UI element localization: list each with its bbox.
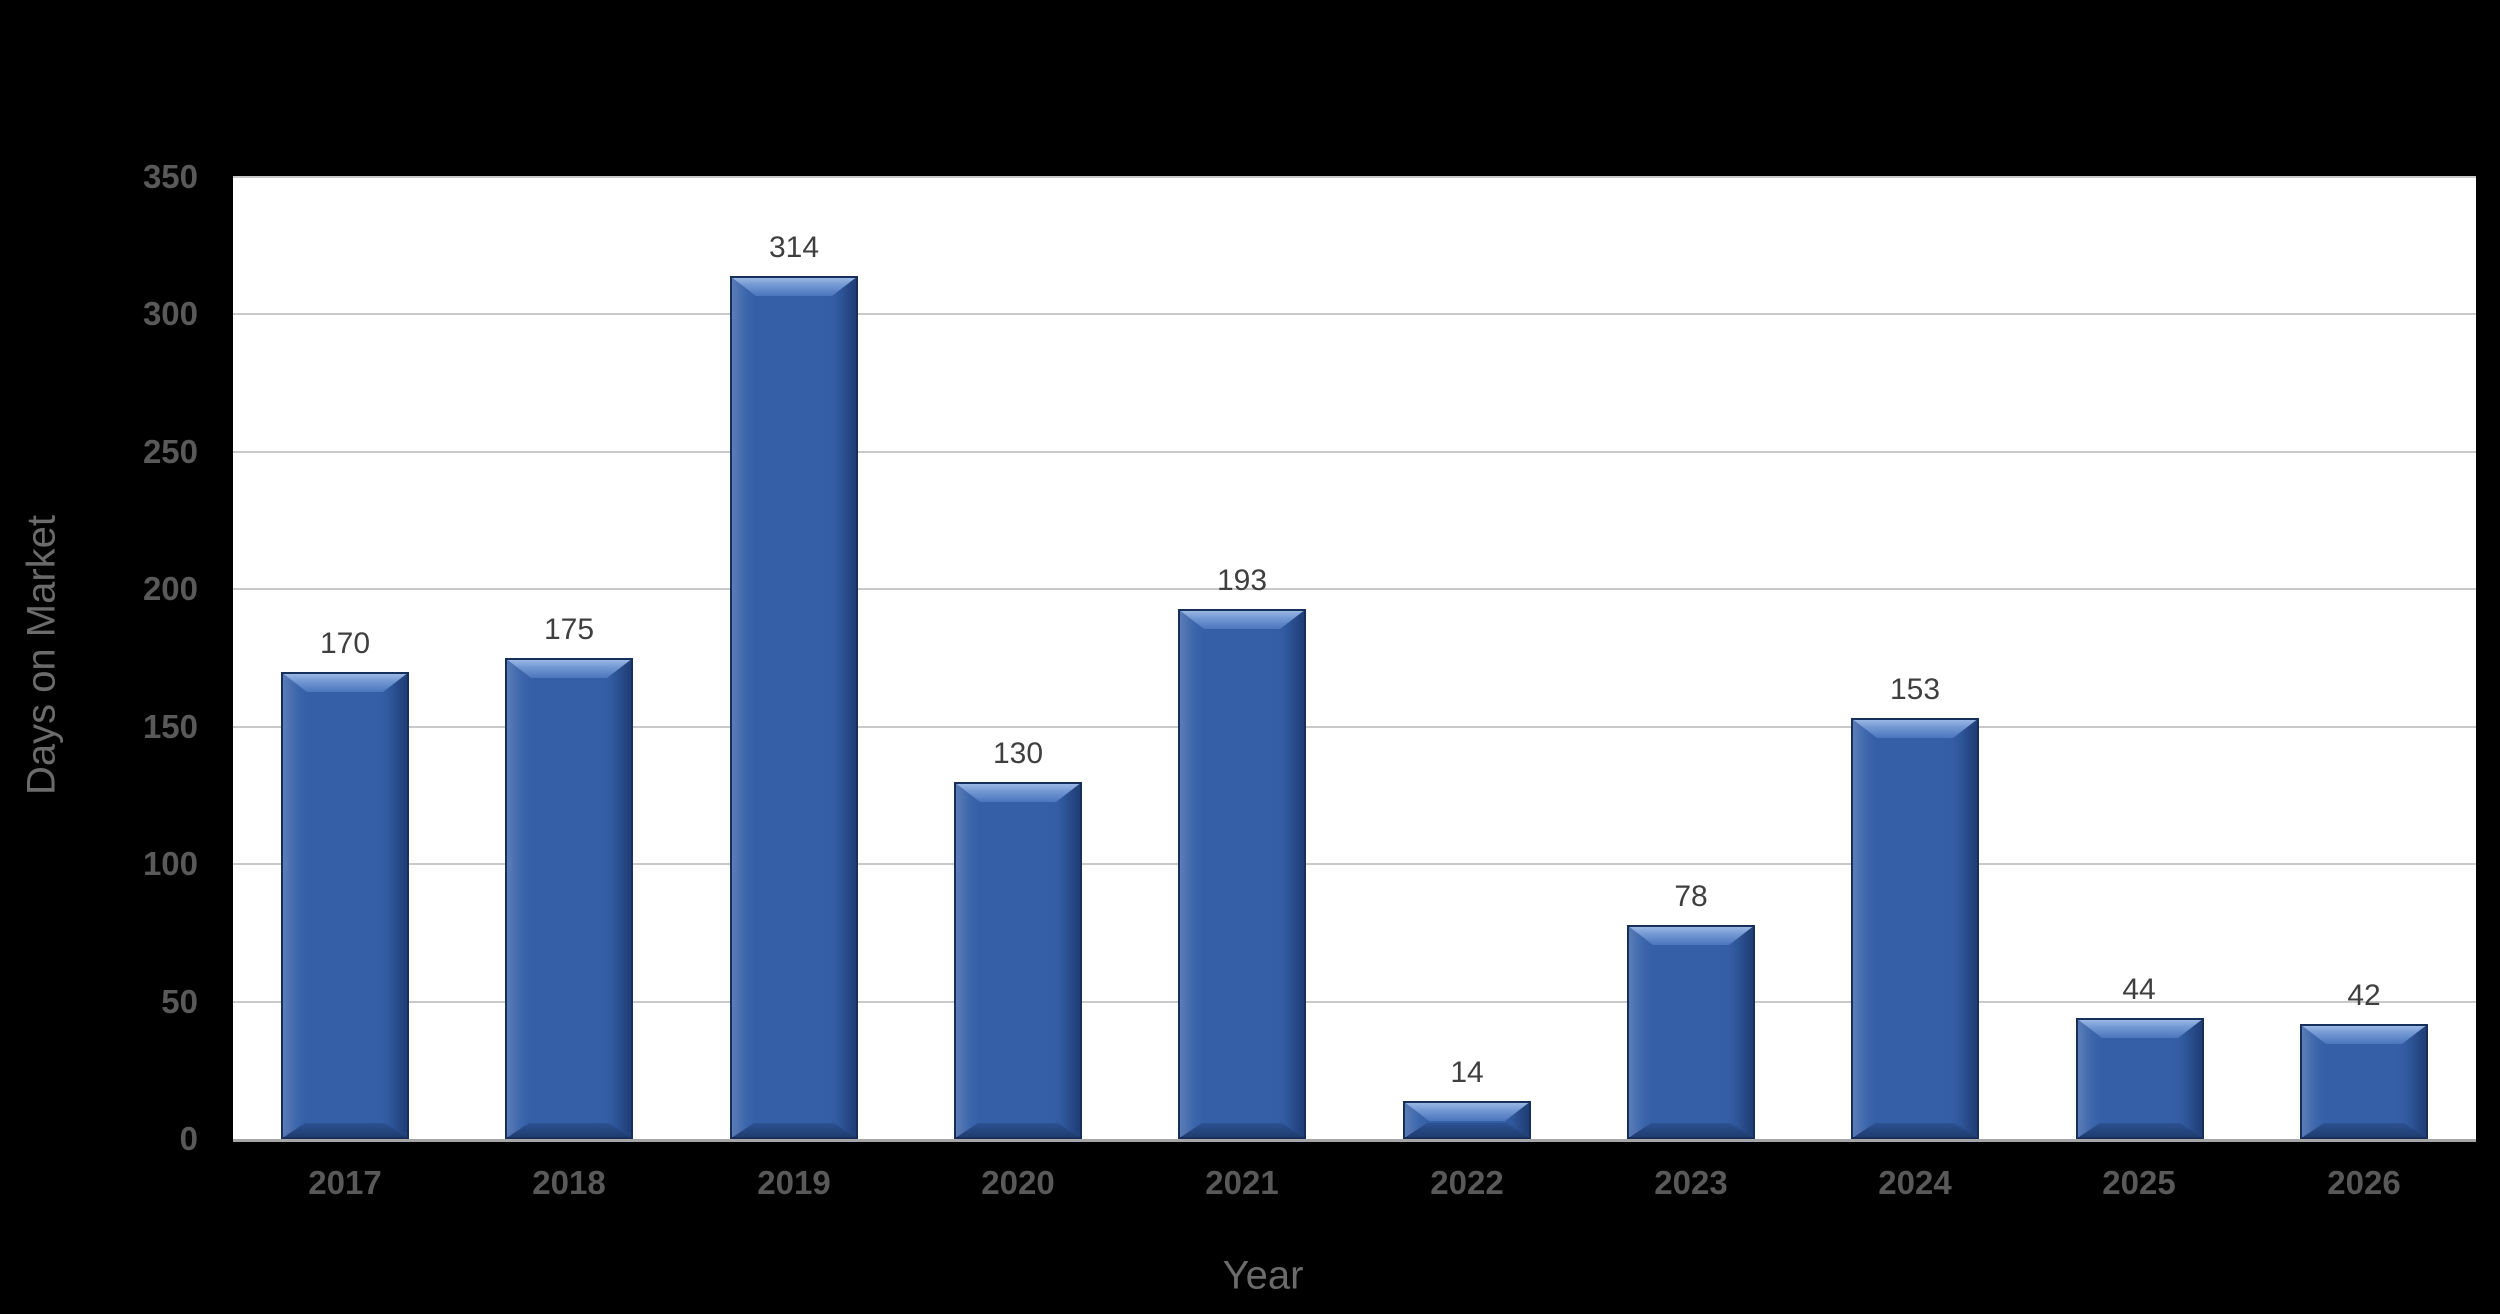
y-tick-label-250: 250 bbox=[142, 433, 198, 470]
x-tick-label-2022: 2022 bbox=[1430, 1164, 1504, 1201]
x-tick-label-2025: 2025 bbox=[2102, 1164, 2176, 1201]
y-tick-label-200: 200 bbox=[142, 570, 198, 607]
bar-value-label-2026: 42 bbox=[2347, 979, 2381, 1012]
x-tick-label-2024: 2024 bbox=[1878, 1164, 1952, 1201]
bar-2021 bbox=[1178, 609, 1306, 1139]
y-tick-label-50: 50 bbox=[161, 983, 198, 1020]
gridline-150 bbox=[233, 725, 2476, 728]
bar-value-label-2023: 78 bbox=[1674, 880, 1708, 913]
bar-2022 bbox=[1403, 1101, 1531, 1139]
y-tick-label-350: 350 bbox=[142, 158, 198, 195]
x-axis-title: Year bbox=[1222, 1253, 1304, 1298]
gridline-250 bbox=[233, 450, 2476, 453]
bar-2018 bbox=[505, 658, 633, 1139]
bar-2026 bbox=[2300, 1024, 2428, 1139]
bar-value-label-2024: 153 bbox=[1889, 673, 1941, 706]
bar-value-label-2020: 130 bbox=[992, 737, 1044, 770]
bar-value-label-2021: 193 bbox=[1216, 564, 1268, 597]
x-tick-label-2020: 2020 bbox=[981, 1164, 1055, 1201]
x-tick-label-2019: 2019 bbox=[757, 1164, 831, 1201]
x-tick-label-2017: 2017 bbox=[308, 1164, 382, 1201]
bar-2025 bbox=[2076, 1018, 2204, 1139]
x-tick-label-2023: 2023 bbox=[1654, 1164, 1728, 1201]
bar-value-label-2017: 170 bbox=[319, 627, 371, 660]
x-tick-label-2026: 2026 bbox=[2327, 1164, 2401, 1201]
gridline-300 bbox=[233, 313, 2476, 316]
y-tick-label-300: 300 bbox=[142, 295, 198, 332]
bar-2024 bbox=[1851, 718, 1979, 1139]
bar-2017 bbox=[281, 672, 409, 1139]
x-tick-label-2021: 2021 bbox=[1205, 1164, 1279, 1201]
bar-value-label-2025: 44 bbox=[2122, 973, 2156, 1006]
gridline-200 bbox=[233, 588, 2476, 591]
x-tick-label-2018: 2018 bbox=[532, 1164, 606, 1201]
bar-2020 bbox=[954, 782, 1082, 1139]
gridline-50 bbox=[233, 1000, 2476, 1003]
bar-2019 bbox=[730, 276, 858, 1139]
gridline-350 bbox=[233, 176, 2476, 178]
y-tick-label-100: 100 bbox=[142, 845, 198, 882]
y-tick-label-0: 0 bbox=[179, 1120, 198, 1157]
bar-value-label-2018: 175 bbox=[543, 613, 595, 646]
bar-2023 bbox=[1627, 925, 1755, 1139]
y-axis-title: Days on Market bbox=[19, 514, 64, 796]
plot-area: 170 175 314 130 193 14 78 153 44 42 bbox=[233, 176, 2476, 1142]
bar-value-label-2019: 314 bbox=[768, 231, 820, 264]
bar-value-label-2022: 14 bbox=[1450, 1056, 1484, 1089]
gridline-100 bbox=[233, 863, 2476, 866]
y-tick-label-150: 150 bbox=[142, 708, 198, 745]
